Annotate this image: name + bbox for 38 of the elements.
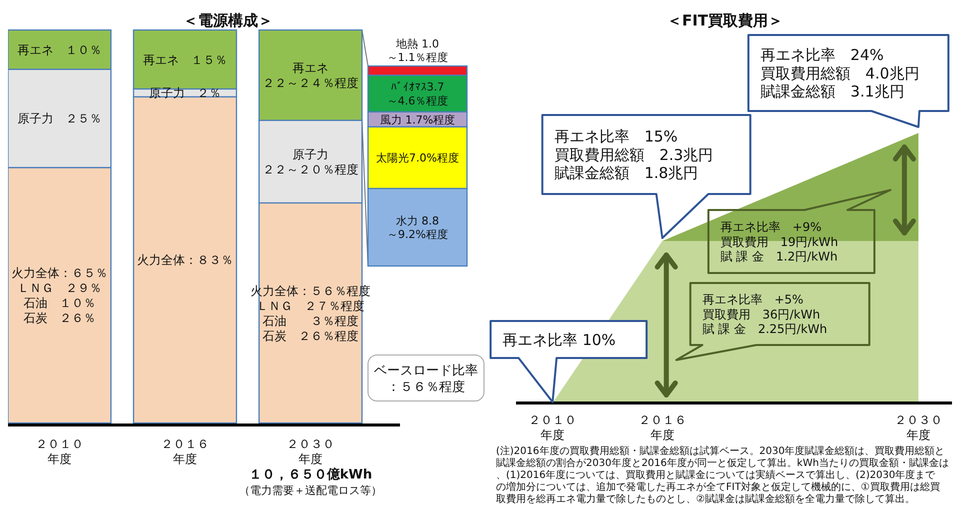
annotation: 買取費用 19円/kWh bbox=[720, 234, 838, 249]
data-label: 再エネ２２～２４％程度 bbox=[262, 61, 359, 90]
data-label: 原子力 ２５％ bbox=[17, 112, 102, 126]
annotation: 再エネ比率 +9% bbox=[720, 220, 822, 234]
chart-title: ＜電源構成＞ bbox=[183, 11, 273, 30]
text: １０，６５０億kWh bbox=[248, 466, 372, 483]
annotation: 再エネ比率 15% bbox=[554, 128, 678, 146]
text: 再エネ比率 24% bbox=[760, 46, 884, 64]
annotation: ベースロード比率：５６％程度 bbox=[374, 362, 478, 395]
x-tick-label: ２０１０年度 bbox=[528, 412, 577, 442]
annotation: 買取費用総額 2.3兆円 bbox=[554, 146, 714, 164]
data-label: 再エネ １０％ bbox=[17, 42, 102, 57]
chart-title: ＜FIT買取費用＞ bbox=[666, 11, 784, 30]
annotation: 賦 課 金 2.25円/kWh bbox=[702, 322, 828, 336]
data-label: 原子力 ２％ bbox=[149, 86, 221, 100]
x-tick-label: ２０１６年度 bbox=[638, 412, 686, 442]
x-tick-label: ２０１６年度 bbox=[161, 436, 209, 466]
data-label: 火力全体：６５％ＬＮＧ ２９％石油 １０％石炭 ２６％ bbox=[11, 266, 108, 326]
data-label: 再エネ １５％ bbox=[143, 52, 227, 67]
text: （電力需要＋送配電ロス等） bbox=[239, 484, 382, 497]
data-label: 太陽光7.0%程度 bbox=[376, 152, 459, 165]
data-label: 風力 1.7%程度 bbox=[380, 113, 456, 126]
text: (注)2016年度の買取費用総額・賦課金総額は試算ベース。2030年度賦課金総額は、買取費用総額と賦課金総額の割合が2030年度と2016年度が同一と仮定して算出。kWh当たりの買取金額・賦課金は、(1)2016年度については、買取費用と賦課金については実績ベースで算出し、(2)2030年度までの増加分については、追加で発電した再エネが全てFIT対象と仮定して機械的に、①買取費用は総買取費用を総再エネ電力量で除したものとし、②賦課金は賦課金総額を全電力量で除して算出。 bbox=[496, 445, 949, 505]
x-tick-label: ２０３０年度 bbox=[286, 436, 335, 466]
data-label: 火力全体：８３％ bbox=[137, 253, 233, 268]
data-label: ﾊﾞｲｵﾏｽ3.7～4.6％程度 bbox=[386, 80, 448, 108]
x-tick-label: ２０３０年度 bbox=[894, 412, 942, 442]
data-label: 原子力２２～２０％程度 bbox=[262, 147, 359, 176]
text: 賦課金総額 3.1兆円 bbox=[760, 82, 904, 101]
annotation: 賦 課 金 1.2円/kWh bbox=[720, 249, 838, 264]
data-label: 地熱 1.0～1.1％程度 bbox=[386, 37, 448, 64]
annotation: 賦課金総額 1.8兆円 bbox=[554, 164, 698, 182]
annotation: 再エネ比率 +5% bbox=[702, 292, 804, 307]
data-label: 水力 8.8～9.2%程度 bbox=[387, 214, 448, 242]
text: 買取費用総額 4.0兆円 bbox=[760, 64, 920, 82]
annotation: 買取費用 36円/kWh bbox=[702, 307, 820, 322]
x-tick-label: ２０１０年度 bbox=[35, 436, 84, 466]
annotation: 再エネ比率 10% bbox=[502, 330, 616, 349]
